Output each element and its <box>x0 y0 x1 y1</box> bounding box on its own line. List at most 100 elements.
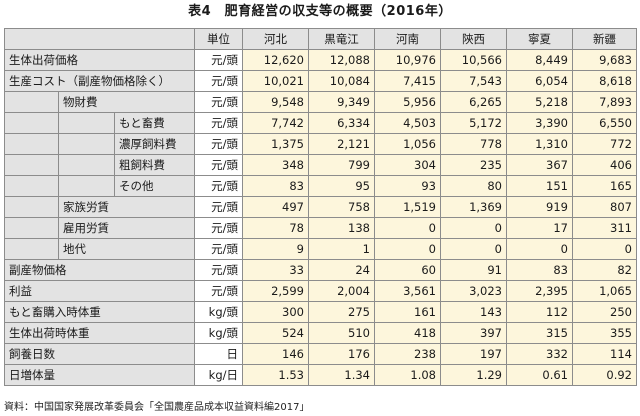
value-cell: 1.08 <box>374 364 441 386</box>
value-cell: 161 <box>374 301 441 323</box>
value-cell: 9 <box>242 238 309 260</box>
table-row: 粗飼料費 元/頭 348 799 304 235 367 406 <box>4 154 637 176</box>
value-cell: 197 <box>440 343 507 365</box>
value-cell: 143 <box>440 301 507 323</box>
region-header: 陝西 <box>440 28 507 50</box>
value-cell: 114 <box>572 343 637 365</box>
value-cell: 3,023 <box>440 280 507 302</box>
value-cell: 6,265 <box>440 91 507 113</box>
row-label: もと畜費 <box>114 112 195 134</box>
row-label: 生体出荷時体重 <box>4 322 195 344</box>
value-cell: 10,566 <box>440 49 507 71</box>
unit-cell: kg/頭 <box>194 322 243 344</box>
row-label: その他 <box>114 175 195 197</box>
indent-cell <box>58 112 115 134</box>
value-cell: 82 <box>572 259 637 281</box>
indent-cell <box>58 133 115 155</box>
value-cell: 10,021 <box>242 70 309 92</box>
table-row: もと畜購入時体重 kg/頭 300 275 161 143 112 250 <box>4 301 637 323</box>
table-row: 副産物価格 元/頭 33 24 60 91 83 82 <box>4 259 637 281</box>
value-cell: 1,310 <box>506 133 573 155</box>
value-cell: 95 <box>308 175 375 197</box>
region-header: 河南 <box>374 28 441 50</box>
value-cell: 33 <box>242 259 309 281</box>
table-row: 生体出荷価格 元/頭 12,620 12,088 10,976 10,566 8,449 9,… <box>4 49 637 71</box>
value-cell: 0 <box>374 217 441 239</box>
unit-cell: 日 <box>194 343 243 365</box>
unit-cell: 元/頭 <box>194 238 243 260</box>
value-cell: 6,054 <box>506 70 573 92</box>
table-row: 利益 元/頭 2,599 2,004 3,561 3,023 2,395 1,065 <box>4 280 637 302</box>
row-label: 生体出荷価格 <box>4 49 195 71</box>
value-cell: 1.29 <box>440 364 507 386</box>
value-cell: 138 <box>308 217 375 239</box>
table-row: もと畜費 元/頭 7,742 6,334 4,503 5,172 3,390 6,550 <box>4 112 637 134</box>
value-cell: 78 <box>242 217 309 239</box>
unit-cell: kg/頭 <box>194 301 243 323</box>
value-cell: 60 <box>374 259 441 281</box>
region-header: 寧夏 <box>506 28 573 50</box>
row-label: 物財費 <box>58 91 195 113</box>
value-cell: 524 <box>242 322 309 344</box>
value-cell: 5,172 <box>440 112 507 134</box>
value-cell: 3,390 <box>506 112 573 134</box>
value-cell: 151 <box>506 175 573 197</box>
source-note: 資料：中国国家発展改革委員会「全国農産品成本収益資料編2017」 <box>4 402 310 413</box>
value-cell: 238 <box>374 343 441 365</box>
value-cell: 8,449 <box>506 49 573 71</box>
indent-cell <box>4 196 59 218</box>
table-row: 飼養日数日 146 176 238 197 332 114 <box>4 343 637 365</box>
unit-cell: 元/頭 <box>194 133 243 155</box>
value-cell: 7,415 <box>374 70 441 92</box>
income-expense-table: 単位 河北 黒竜江 河南 陝西 寧夏 新疆 生体出荷価格 元/頭 12,620 12,088 10,9… <box>4 28 637 386</box>
indent-cell <box>58 154 115 176</box>
indent-cell <box>58 175 115 197</box>
row-label: 利益 <box>4 280 195 302</box>
value-cell: 1.53 <box>242 364 309 386</box>
unit-cell: 元/頭 <box>194 175 243 197</box>
value-cell: 0 <box>572 238 637 260</box>
unit-cell: 元/頭 <box>194 91 243 113</box>
value-cell: 176 <box>308 343 375 365</box>
table-row: その他 元/頭 83 95 93 80 151 165 <box>4 175 637 197</box>
unit-cell: 元/頭 <box>194 154 243 176</box>
value-cell: 0.92 <box>572 364 637 386</box>
value-cell: 80 <box>440 175 507 197</box>
table-row: 生産コスト（副産物価格除く） 元/頭 10,021 10,084 7,415 7,543 6… <box>4 70 637 92</box>
unit-cell: 元/頭 <box>194 112 243 134</box>
table-row: 地代 元/頭 9 1 0 0 0 0 <box>4 238 637 260</box>
row-label: 日増体量 <box>4 364 195 386</box>
value-cell: 235 <box>440 154 507 176</box>
value-cell: 93 <box>374 175 441 197</box>
row-label: 粗飼料費 <box>114 154 195 176</box>
value-cell: 758 <box>308 196 375 218</box>
value-cell: 112 <box>506 301 573 323</box>
value-cell: 315 <box>506 322 573 344</box>
value-cell: 1 <box>308 238 375 260</box>
value-cell: 83 <box>506 259 573 281</box>
row-label: 副産物価格 <box>4 259 195 281</box>
row-label: 飼養日数 <box>4 343 195 365</box>
value-cell: 304 <box>374 154 441 176</box>
value-cell: 4,503 <box>374 112 441 134</box>
indent-cell <box>4 175 59 197</box>
value-cell: 300 <box>242 301 309 323</box>
value-cell: 7,893 <box>572 91 637 113</box>
indent-cell <box>4 91 59 113</box>
unit-cell: 元/頭 <box>194 217 243 239</box>
value-cell: 5,218 <box>506 91 573 113</box>
value-cell: 497 <box>242 196 309 218</box>
region-header: 河北 <box>242 28 309 50</box>
value-cell: 1.34 <box>308 364 375 386</box>
value-cell: 6,334 <box>308 112 375 134</box>
row-label: 生産コスト（副産物価格除く） <box>4 70 195 92</box>
row-label: 家族労賃 <box>58 196 195 218</box>
indent-cell <box>4 133 59 155</box>
indent-cell <box>4 217 59 239</box>
table-row: 物財費 元/頭 9,548 9,349 5,956 6,265 5,218 7,893 <box>4 91 637 113</box>
value-cell: 510 <box>308 322 375 344</box>
value-cell: 250 <box>572 301 637 323</box>
unit-header: 単位 <box>194 28 243 50</box>
value-cell: 3,561 <box>374 280 441 302</box>
row-label: 地代 <box>58 238 195 260</box>
